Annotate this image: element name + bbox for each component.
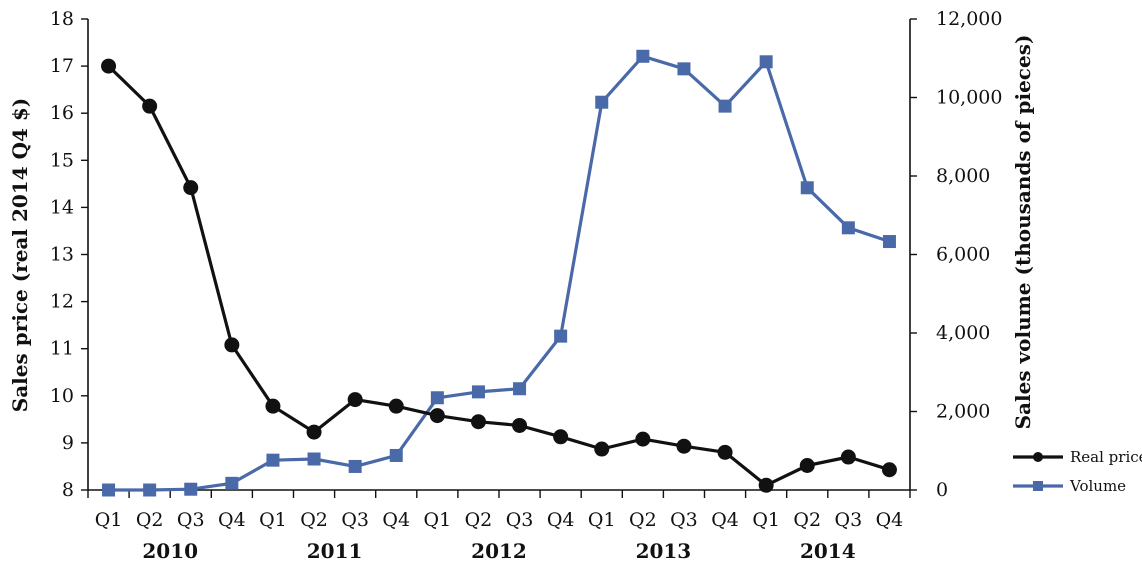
volume-point (389, 448, 403, 462)
x-year-label: 2014 (800, 539, 856, 563)
real-price-point (553, 429, 569, 445)
x-quarter-label: Q3 (341, 509, 369, 531)
real-price-point (676, 438, 692, 454)
right-tick-label: 10,000 (936, 87, 1002, 109)
x-quarter-label: Q1 (259, 509, 287, 531)
volume-point (225, 476, 239, 490)
right-tick-label: 6,000 (936, 244, 990, 266)
right-tick-label: 8,000 (936, 165, 990, 187)
x-quarter-label: Q4 (382, 509, 410, 531)
x-axis: Q1 Q2 Q3 Q4 Q1 Q2 Q3 Q4 Q1 Q2 Q3 Q4 Q1 Q2 Q3 Q4 Q1 Q2 Q3 Q4… (87, 489, 911, 563)
left-tick-label: 13 (50, 244, 74, 266)
real-price-point (224, 337, 240, 353)
legend-marker-circle (1033, 452, 1043, 462)
x-quarter-label: Q1 (752, 509, 780, 531)
volume-point (307, 452, 321, 466)
real-price-point (347, 392, 363, 408)
x-quarter-label: Q2 (136, 509, 164, 531)
volume-point (348, 459, 362, 473)
real-price-point (470, 414, 486, 430)
left-tick-label: 18 (50, 8, 74, 30)
x-quarter-label: Q4 (218, 509, 246, 531)
right-tick-label: 12,000 (936, 8, 1002, 30)
real-price-point (142, 98, 158, 114)
x-quarter-label: Q2 (300, 509, 328, 531)
real-price-point (881, 462, 897, 478)
real-price-point (758, 477, 774, 493)
right-tick-label: 2,000 (936, 401, 990, 423)
volume-point (718, 99, 732, 113)
series-layer (101, 49, 897, 497)
x-quarter-label: Q4 (547, 509, 575, 531)
legend-label: Volume (1069, 477, 1126, 495)
right-tick-label: 0 (936, 479, 948, 501)
left-tick-label: 8 (62, 479, 74, 501)
series-volume (102, 49, 896, 497)
real-price-point (183, 180, 199, 196)
volume-point (143, 483, 157, 497)
right-axis-title: Sales volume (thousands of pieces) (1011, 35, 1035, 430)
left-tick-label: 16 (50, 102, 74, 124)
x-year-label: 2010 (142, 539, 198, 563)
left-tick-label: 17 (50, 55, 74, 77)
real-price-point (388, 398, 404, 414)
x-year-label: 2011 (307, 539, 363, 563)
left-tick-label: 12 (50, 291, 74, 313)
real-price-point (265, 398, 281, 414)
x-quarter-label: Q2 (465, 509, 493, 531)
x-quarter-label: Q1 (95, 509, 123, 531)
left-tick-label: 11 (50, 338, 74, 360)
x-quarter-label: Q3 (670, 509, 698, 531)
volume-point (800, 181, 814, 195)
x-year-label: 2013 (636, 539, 692, 563)
x-quarter-label: Q3 (177, 509, 205, 531)
right-y-axis: 0 2,000 4,000 6,000 8,000 10,000 12,000 (909, 8, 1002, 501)
x-quarter-label: Q1 (588, 509, 616, 531)
real-price-point (635, 431, 651, 447)
real-price-line (107, 64, 890, 487)
volume-point (554, 329, 568, 343)
real-price-point (717, 444, 733, 460)
x-quarter-label: Q3 (835, 509, 863, 531)
legend-marker-square (1033, 481, 1043, 491)
real-price-point (429, 408, 445, 424)
series-real-price (101, 58, 897, 493)
left-tick-label: 15 (50, 149, 74, 171)
left-y-axis: 8 9 10 11 12 13 14 15 16 17 18 (50, 8, 89, 501)
x-quarter-label: Q4 (876, 509, 904, 531)
volume-point (595, 95, 609, 109)
real-price-point (840, 449, 856, 465)
real-price-point (799, 458, 815, 474)
real-price-point (101, 58, 117, 74)
x-quarter-label: Q2 (629, 509, 657, 531)
x-quarter-label: Q4 (711, 509, 739, 531)
right-tick-label: 4,000 (936, 322, 990, 344)
volume-point (513, 382, 527, 396)
volume-point (266, 453, 280, 467)
real-price-point (594, 441, 610, 457)
left-tick-label: 9 (62, 432, 74, 454)
x-quarter-label: Q3 (506, 509, 534, 531)
real-price-point (306, 424, 322, 440)
legend-label: Real price (1070, 448, 1142, 466)
volume-point (636, 49, 650, 63)
volume-point (841, 221, 855, 235)
volume-point (882, 235, 896, 249)
volume-point (102, 483, 116, 497)
left-tick-label: 14 (50, 196, 74, 218)
volume-point (184, 482, 198, 496)
volume-point (471, 385, 485, 399)
x-quarter-label: Q1 (424, 509, 452, 531)
left-tick-label: 10 (50, 385, 74, 407)
x-quarter-label: Q2 (793, 509, 821, 531)
volume-point (759, 55, 773, 69)
real-price-point (512, 417, 528, 433)
x-year-label: 2012 (471, 539, 527, 563)
legend: Real price Volume (1013, 448, 1142, 495)
volume-point (677, 62, 691, 76)
volume-line (108, 54, 891, 492)
volume-point (430, 391, 444, 405)
left-axis-title: Sales price (real 2014 Q4 $) (8, 98, 32, 412)
